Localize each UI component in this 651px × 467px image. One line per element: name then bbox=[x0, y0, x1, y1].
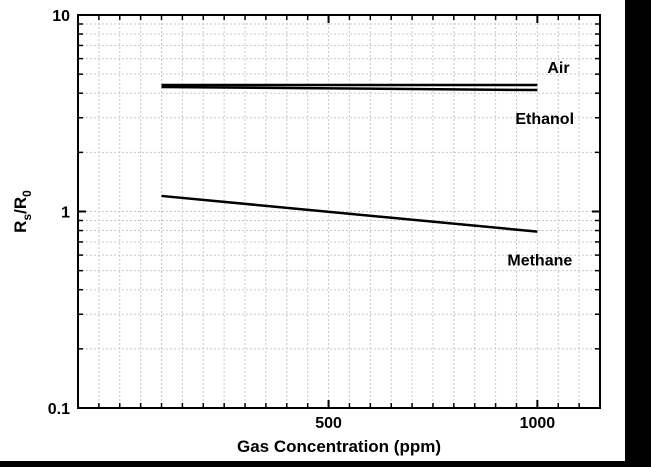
series-label-methane: Methane bbox=[507, 253, 572, 270]
series-lines bbox=[161, 83, 538, 233]
y-tick-label: 0.1 bbox=[48, 401, 70, 418]
series-line-ethanol bbox=[161, 85, 538, 92]
y-axis-title-sub1: s bbox=[20, 214, 34, 221]
series-label-air: Air bbox=[547, 60, 569, 77]
axis-ticks: 500 1000 0.1 1 10 bbox=[48, 8, 600, 432]
series-label-ethanol: Ethanol bbox=[515, 111, 574, 128]
y-axis-title: Rs/R0 bbox=[11, 190, 34, 233]
y-tick-label: 1 bbox=[61, 205, 70, 222]
series-line-methane bbox=[161, 194, 538, 233]
series-labels: Air Ethanol Methane bbox=[507, 60, 574, 270]
y-axis-title-slash: /R bbox=[11, 197, 30, 214]
x-tick-label: 1000 bbox=[520, 415, 556, 432]
x-tick-label: 500 bbox=[315, 415, 342, 432]
x-axis-title: Gas Concentration (ppm) bbox=[237, 437, 441, 456]
grid bbox=[78, 15, 600, 408]
y-axis-title-sub2: 0 bbox=[20, 190, 34, 197]
y-axis-title-main: R bbox=[11, 221, 30, 233]
y-tick-label: 10 bbox=[52, 8, 70, 25]
